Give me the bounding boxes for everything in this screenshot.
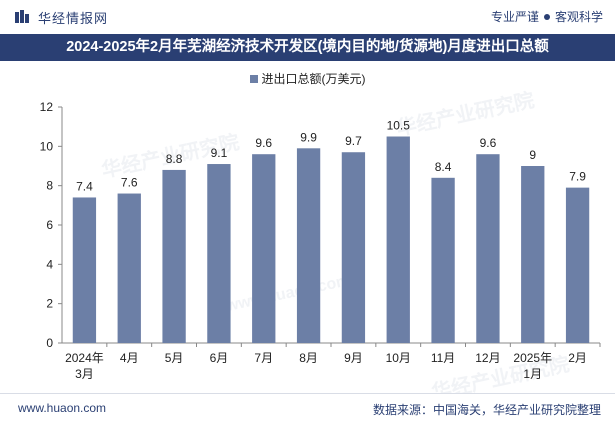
- title-bar: 2024-2025年2月年芜湖经济技术开发区(境内目的地/货源地)月度进出口总额: [0, 34, 615, 61]
- x-tick-label: 6月: [210, 351, 229, 365]
- x-tick-label: 7月: [254, 351, 273, 365]
- bar: [162, 169, 186, 343]
- x-tick-label: 8月: [299, 351, 318, 365]
- data-source: 数据来源：中国海关，华经产业研究院整理: [372, 403, 601, 417]
- bar: [296, 148, 321, 343]
- bar: [521, 166, 545, 343]
- y-tick-label: 10: [40, 139, 54, 153]
- slogan-right: 客观科学: [554, 10, 603, 24]
- x-tick-label: 12月: [475, 351, 500, 365]
- footer: www.huaon.com 数据来源：中国海关，华经产业研究院整理: [0, 393, 615, 428]
- bar: [341, 152, 366, 343]
- bar: [72, 197, 97, 343]
- bar: [431, 177, 455, 343]
- data-label: 7.4: [76, 179, 93, 193]
- brand-name: 华经情报网: [38, 11, 109, 26]
- data-label: 9: [529, 148, 536, 162]
- data-label: 9.6: [255, 136, 272, 150]
- logo-icon: [15, 10, 29, 23]
- y-tick-label: 6: [46, 218, 53, 232]
- y-tick-label: 8: [46, 179, 53, 193]
- x-tick-label: 2025年 1月: [513, 351, 552, 381]
- legend-swatch: [249, 74, 258, 83]
- x-tick-label: 2024年 3月: [65, 351, 104, 381]
- y-tick-label: 4: [46, 257, 53, 271]
- bar: [252, 154, 276, 343]
- data-label: 10.5: [387, 119, 411, 133]
- separator-dot-icon: [543, 13, 550, 20]
- top-bar: 华经情报网 专业严谨 客观科学: [0, 0, 615, 34]
- x-tick-label: 9月: [344, 351, 363, 365]
- data-label: 7.6: [121, 176, 138, 190]
- bar: [476, 154, 500, 343]
- chart-title: 2024-2025年2月年芜湖经济技术开发区(境内目的地/货源地)月度进出口总额: [66, 39, 549, 55]
- site-url[interactable]: www.huaon.com: [18, 401, 107, 415]
- bar: [565, 187, 590, 343]
- bar: [207, 164, 231, 343]
- data-label: 9.1: [211, 146, 228, 160]
- x-tick-label: 10月: [386, 351, 411, 365]
- x-tick-label: 5月: [165, 351, 184, 365]
- x-tick-label: 2月: [568, 351, 587, 365]
- data-label: 9.7: [345, 134, 362, 148]
- bar: [117, 193, 141, 343]
- bar: [386, 136, 410, 343]
- chart-legend: 进出口总额(万美元): [0, 70, 615, 87]
- legend-label: 进出口总额(万美元): [261, 72, 366, 86]
- y-tick-label: 12: [40, 100, 54, 114]
- data-label: 9.9: [300, 130, 317, 144]
- y-tick-label: 2: [46, 297, 53, 311]
- data-label: 7.9: [569, 170, 586, 184]
- slogan-left: 专业严谨: [490, 10, 539, 24]
- x-tick-label: 11月: [431, 351, 455, 365]
- bar-chart: 0 2 4 6 8 10 12 7.4 2024年 3月 7.6 4月 8.8 5月 9.1 6月 9.6 7月 9…: [40, 100, 601, 381]
- data-label: 8.8: [166, 152, 183, 166]
- slogan: 专业严谨 客观科学: [491, 8, 603, 25]
- y-tick-label: 0: [46, 336, 53, 350]
- x-tick-label: 4月: [120, 351, 139, 365]
- data-label: 8.4: [435, 160, 452, 174]
- data-label: 9.6: [480, 136, 497, 150]
